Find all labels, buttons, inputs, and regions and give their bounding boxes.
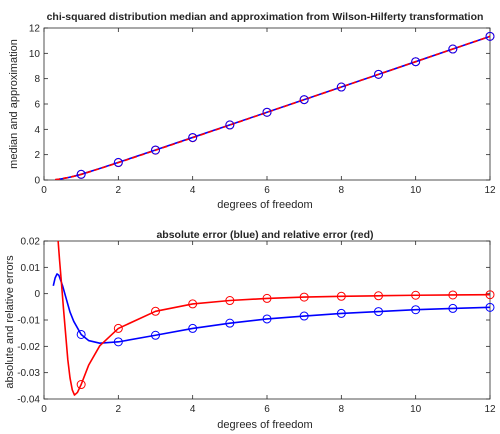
top-chart-y-label: median and approximation [8, 39, 20, 169]
bottom-series-0-marker [448, 303, 458, 313]
top-series-2-marker [76, 169, 86, 179]
top-series-2-marker [188, 132, 198, 142]
top-y-tick-label: 12 [29, 24, 41, 35]
top-x-tick-label: 0 [41, 185, 47, 196]
bottom-series-1-marker [151, 306, 160, 316]
top-chart-x-label: degrees of freedom [217, 199, 312, 211]
bottom-series-1-marker [299, 292, 309, 302]
top-series-2-marker [411, 57, 421, 67]
bottom-x-tick-label: 8 [339, 404, 345, 415]
top-series-2-marker [299, 95, 309, 105]
top-series-layer [55, 35, 490, 180]
top-chart: chi-squared distribution median and appr… [8, 11, 496, 211]
bottom-series-0-marker [76, 329, 86, 339]
top-x-tick-label: 6 [264, 185, 270, 196]
top-series-1-line [55, 35, 490, 180]
bottom-y-tick-label: 0 [34, 289, 40, 300]
top-x-tick-label: 2 [116, 185, 122, 196]
bottom-y-tick-label: 0.01 [21, 263, 41, 274]
top-y-tick-label: 0 [34, 176, 40, 187]
top-series-2-marker [225, 120, 235, 130]
top-chart-title: chi-squared distribution median and appr… [47, 11, 484, 23]
bottom-chart: absolute error (blue) and relative error… [4, 229, 496, 431]
bottom-series-1-marker [113, 323, 123, 333]
bottom-x-tick-label: 2 [116, 404, 122, 415]
bottom-series-1-marker [262, 293, 272, 303]
bottom-series-1-marker [374, 291, 383, 301]
bottom-series-layer [52, 241, 490, 396]
top-series-2-marker [336, 82, 346, 92]
bottom-series-0-marker [299, 311, 309, 321]
bottom-series-1-marker [225, 296, 235, 306]
bottom-series-0-marker [151, 330, 160, 340]
bottom-chart-title: absolute error (blue) and relative error… [156, 229, 373, 241]
bottom-x-tick-label: 6 [264, 404, 270, 415]
bottom-x-tick-label: 0 [41, 404, 47, 415]
bottom-chart-y-label: absolute and relative errors [4, 255, 16, 389]
top-y-tick-label: 6 [34, 100, 40, 111]
top-y-tick-label: 4 [34, 125, 40, 136]
bottom-chart-x-label: degrees of freedom [217, 419, 312, 431]
top-y-tick-label: 10 [29, 49, 41, 60]
top-series-2-marker [262, 107, 272, 117]
top-x-tick-label: 4 [190, 185, 196, 196]
bottom-series-0-marker [336, 308, 346, 318]
bottom-series-0-marker [262, 314, 272, 324]
top-series-2-marker [448, 44, 458, 54]
top-x-tick-label: 12 [484, 185, 496, 196]
bottom-series-1-marker [448, 290, 458, 300]
bottom-y-tick-label: -0.03 [17, 368, 40, 379]
bottom-x-tick-label: 4 [190, 404, 196, 415]
top-series-2-marker [485, 31, 495, 41]
bottom-series-1-marker [188, 299, 198, 309]
bottom-y-tick-label: 0.02 [21, 237, 41, 248]
bottom-plot-area [43, 240, 491, 400]
bottom-series-0-marker [411, 305, 421, 315]
bottom-series-1-marker [411, 290, 421, 300]
bottom-series-1-marker [485, 290, 495, 300]
bottom-y-tick-label: -0.01 [17, 316, 40, 327]
bottom-x-tick-label: 10 [410, 404, 422, 415]
top-series-2-marker [113, 157, 123, 167]
bottom-series-0-marker [225, 318, 235, 328]
top-y-tick-label: 2 [34, 150, 40, 161]
bottom-series-0-marker [374, 307, 383, 317]
top-series-2-marker [374, 69, 383, 79]
bottom-series-0-marker [485, 302, 495, 312]
bottom-series-0-marker [113, 337, 123, 347]
bottom-x-tick-label: 12 [484, 404, 496, 415]
top-y-tick-label: 8 [34, 74, 40, 85]
top-plot-area [43, 27, 491, 181]
top-x-tick-label: 8 [339, 185, 345, 196]
top-x-tick-label: 10 [410, 185, 422, 196]
top-series-2-marker [151, 145, 160, 155]
bottom-series-1-marker [336, 291, 346, 301]
bottom-series-1-line [57, 241, 490, 396]
bottom-series-0-marker [188, 323, 198, 333]
bottom-y-tick-label: -0.04 [17, 395, 40, 406]
bottom-y-tick-label: -0.02 [17, 342, 40, 353]
bottom-series-1-marker [76, 380, 86, 390]
